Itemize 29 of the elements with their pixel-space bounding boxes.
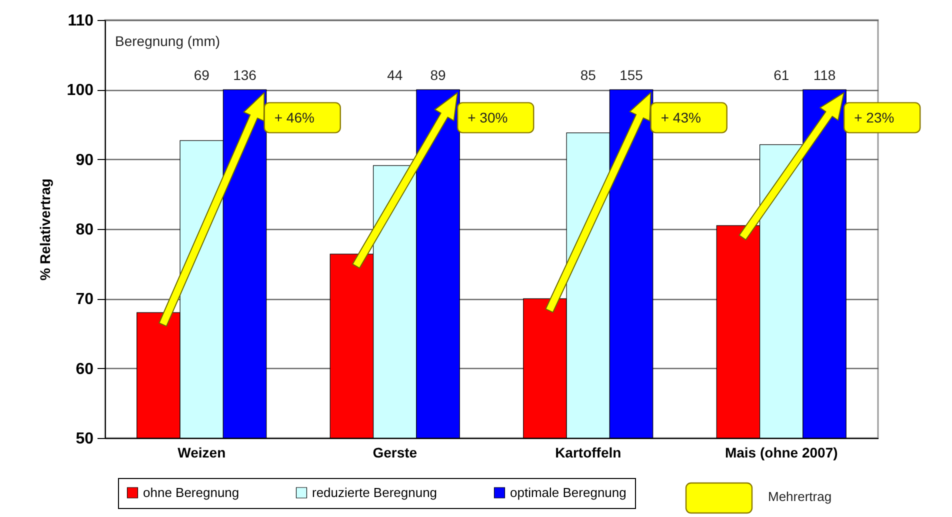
x-tick-label: Gerste: [372, 444, 418, 460]
y-tick-label: 70: [76, 291, 94, 308]
annotation: + 43%: [660, 110, 701, 126]
x-tick-label: Mais (ohne 2007): [724, 444, 838, 460]
annotation: Beregnung (mm): [115, 33, 220, 49]
y-tick-label: 100: [66, 82, 94, 100]
annotation: 85: [580, 67, 596, 83]
annotation: + 23%: [854, 110, 894, 126]
annotation: 61: [774, 67, 790, 83]
annotation: 136: [233, 67, 257, 83]
y-tick-label: 80: [76, 222, 94, 238]
legend-label: ohne Beregnung: [143, 484, 240, 500]
y-tick-label: 90: [76, 152, 94, 169]
x-tick-label: Kartoffeln: [555, 444, 622, 460]
text: Mehrertrag: [768, 489, 832, 504]
y-axis-title: % Relativertrag: [36, 178, 53, 280]
annotation: + 46%: [274, 110, 314, 126]
annotation: 69: [194, 67, 210, 83]
annotation: 89: [430, 67, 446, 83]
annotation: + 30%: [468, 110, 508, 126]
y-tick-label: 110: [68, 12, 94, 30]
annotation: 155: [620, 67, 644, 83]
legend-label: optimale Beregnung: [510, 484, 626, 500]
annotation: 118: [813, 67, 836, 83]
y-tick-label: 60: [76, 360, 94, 378]
legend-label: reduzierte Beregnung: [312, 484, 438, 500]
x-tick-label: Weizen: [178, 444, 226, 460]
annotation: 44: [387, 67, 403, 83]
y-tick-label: 50: [76, 430, 94, 448]
